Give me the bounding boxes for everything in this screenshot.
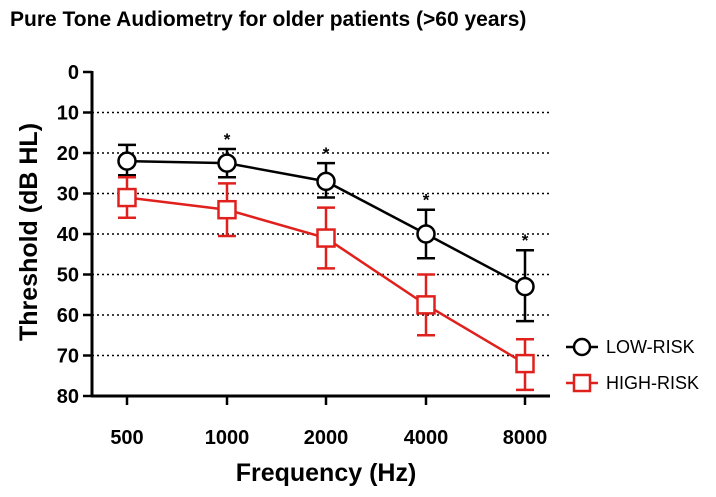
legend-marker-high-risk (572, 373, 592, 393)
y-tick-label-10: 10 (57, 103, 79, 125)
series-group (117, 143, 535, 392)
x-tick-labels: 500 1000 2000 4000 8000 (110, 427, 547, 449)
data-point-low-risk (117, 151, 137, 171)
y-axis-label: Threshold (dB HL) (15, 123, 43, 341)
significance-marker-8000: * (522, 231, 529, 250)
series-high-risk (117, 176, 535, 392)
y-tick-label-50: 50 (57, 265, 79, 287)
x-axis-label: Frequency (Hz) (236, 459, 417, 487)
data-point-high-risk (515, 353, 535, 374)
series-low-risk (117, 143, 535, 323)
x-tick-label-8000: 8000 (503, 427, 548, 449)
y-tick-label-40: 40 (57, 224, 79, 246)
significance-marker-2000: * (323, 144, 330, 163)
legend-item-low-risk: LOW-RISK (566, 337, 695, 357)
data-point-high-risk (416, 295, 436, 315)
x-tick-label-2000: 2000 (304, 427, 349, 449)
legend-marker-low-risk (572, 337, 592, 357)
legend-item-high-risk: HIGH-RISK (566, 373, 699, 393)
y-tick-label-80: 80 (57, 386, 79, 408)
significance-marker-1000: * (224, 130, 231, 149)
data-point-high-risk (217, 199, 237, 220)
y-tick-label-70: 70 (57, 346, 79, 368)
legend: LOW-RISK HIGH-RISK (566, 337, 699, 393)
data-point-high-risk (117, 187, 137, 208)
data-point-low-risk (316, 171, 336, 192)
y-tick-labels: 0 10 20 30 40 50 60 70 80 (57, 62, 79, 408)
data-point-low-risk (515, 276, 535, 297)
axes (83, 70, 550, 405)
significance-marker-4000: * (423, 191, 430, 210)
legend-label-high-risk: HIGH-RISK (606, 373, 699, 393)
grid-lines (92, 111, 550, 357)
chart-title: Pure Tone Audiometry for older patients … (10, 8, 526, 31)
y-tick-label-30: 30 (57, 184, 79, 206)
x-tick-label-4000: 4000 (404, 427, 449, 449)
data-point-low-risk (217, 153, 237, 173)
data-point-low-risk (416, 224, 436, 244)
y-tick-label-20: 20 (57, 143, 79, 165)
y-tick-label-0: 0 (68, 62, 79, 84)
y-tick-label-60: 60 (57, 305, 79, 327)
legend-label-low-risk: LOW-RISK (606, 337, 695, 357)
significance-markers: * * * * (224, 130, 529, 250)
x-tick-label-1000: 1000 (205, 427, 250, 449)
x-tick-label-500: 500 (110, 427, 143, 449)
data-point-high-risk (316, 228, 336, 248)
